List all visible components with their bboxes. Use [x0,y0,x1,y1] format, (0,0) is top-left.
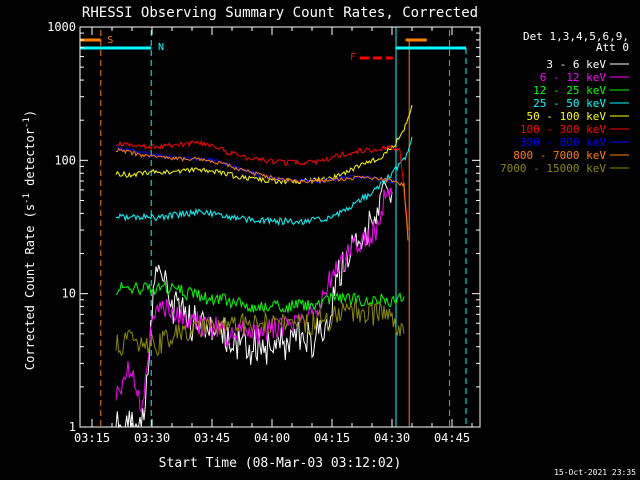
f-marker-label: F [350,52,356,63]
y-axis-label: Corrected Count Rate (s-1 detector-1) [22,110,37,370]
x-tick-label: 04:15 [314,431,350,445]
legend-label: 300 - 800 keV [520,136,606,149]
legend-label: 100 - 300 keV [520,123,606,136]
series-line-4 [115,104,413,185]
legend-label: 3 - 6 keV [546,58,606,71]
legend-label: 6 - 12 keV [540,71,607,84]
y-axis: 1 10 100 1000 [47,20,480,434]
y-tick-label: 10 [62,287,76,301]
x-axis-label: Start Time (08-Mar-03 03:12:02) [159,456,402,471]
x-tick-label: 04:00 [254,431,290,445]
x-tick-label: 04:45 [434,431,470,445]
y-tick-label: 1 [69,420,76,434]
footer-timestamp: 15-Oct-2021 23:35 [554,468,636,477]
series-line-3 [115,136,413,227]
s-marker-label: S [107,35,113,46]
y-tick-label: 1000 [47,20,76,34]
x-axis: 03:15 03:30 03:45 04:00 04:15 04:30 04:45 [74,27,473,445]
legend-header-detectors: Det 1,3,4,5,6,9, [523,30,629,43]
series-line-6 [115,145,397,184]
chart-title: RHESSI Observing Summary Count Rates, Co… [82,5,478,21]
series-line-5 [115,140,409,231]
plot-area: S N F [80,27,467,429]
n-marker-label: N [158,42,164,53]
legend-label: 50 - 100 keV [527,110,607,123]
legend-label: 7000 - 15000 keV [500,162,606,175]
x-tick-label: 03:30 [134,431,170,445]
legend-label: 25 - 50 keV [533,97,606,110]
legend-label: 800 - 7000 keV [513,149,606,162]
x-tick-label: 04:30 [374,431,410,445]
legend-header-attenuator: Att 0 [596,41,629,54]
legend-label: 12 - 25 keV [533,84,606,97]
x-tick-label: 03:45 [194,431,230,445]
series-line-7 [115,147,409,241]
x-tick-label: 03:15 [74,431,110,445]
plot-frame [79,26,481,428]
y-tick-label: 100 [54,153,76,167]
series-line-8 [115,301,405,357]
